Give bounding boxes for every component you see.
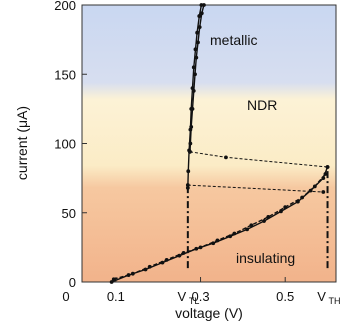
data-point bbox=[194, 55, 199, 60]
data-point bbox=[186, 169, 191, 174]
region-label-metallic: metallic bbox=[210, 32, 257, 48]
x-axis-title: voltage (V) bbox=[175, 305, 243, 321]
data-point bbox=[224, 155, 228, 160]
data-point bbox=[215, 238, 220, 243]
y-tick-label: 150 bbox=[54, 67, 76, 82]
data-point bbox=[195, 30, 200, 35]
x-axis-ticks: 0.1 0.3 0.5 bbox=[107, 277, 294, 304]
data-point bbox=[147, 264, 152, 269]
y-tick-label: 200 bbox=[54, 0, 76, 13]
data-point bbox=[181, 251, 186, 255]
data-point bbox=[197, 14, 202, 18]
data-point bbox=[164, 257, 169, 262]
data-point bbox=[190, 106, 195, 111]
data-point bbox=[196, 40, 200, 45]
threshold-marker-subscript: TL bbox=[189, 296, 200, 306]
series-layer bbox=[109, 3, 330, 284]
data-point bbox=[312, 184, 317, 189]
data-point bbox=[266, 215, 271, 219]
y-tick-label: 100 bbox=[54, 137, 76, 152]
x-tick-label: 0.3 bbox=[191, 289, 209, 304]
data-point bbox=[130, 271, 135, 276]
data-point bbox=[189, 124, 194, 129]
data-point bbox=[202, 3, 206, 7]
plot-background bbox=[82, 5, 336, 282]
data-point bbox=[193, 72, 197, 77]
y-tick-label: 50 bbox=[62, 206, 76, 221]
threshold-marker-label: V bbox=[317, 289, 326, 304]
threshold-marker-label: V bbox=[177, 289, 186, 304]
y-axis-title: current (μA) bbox=[14, 106, 30, 180]
series-line bbox=[187, 184, 324, 193]
data-point bbox=[300, 195, 305, 200]
data-point bbox=[283, 205, 288, 210]
data-point bbox=[323, 172, 328, 176]
x-tick-label: 0.1 bbox=[107, 289, 125, 304]
data-point bbox=[232, 231, 237, 236]
data-point bbox=[191, 88, 196, 93]
data-point bbox=[193, 47, 198, 52]
threshold-marker-subscript: TH bbox=[329, 296, 341, 306]
data-point bbox=[321, 190, 326, 194]
x-tick-zero-label: 0 bbox=[62, 289, 69, 304]
data-point bbox=[111, 277, 116, 282]
x-tick-label: 0.5 bbox=[276, 289, 294, 304]
data-point bbox=[191, 65, 196, 70]
data-point bbox=[188, 141, 193, 146]
data-point bbox=[188, 149, 192, 154]
region-label-ndr: NDR bbox=[247, 97, 277, 113]
region-label-insulating: insulating bbox=[236, 250, 295, 266]
y-tick-label: 0 bbox=[69, 275, 76, 290]
data-point bbox=[185, 183, 190, 187]
y-axis-ticks: 0 50 100 150 200 bbox=[54, 0, 87, 290]
data-point bbox=[197, 25, 202, 30]
data-point bbox=[198, 245, 203, 250]
data-point bbox=[262, 219, 266, 223]
data-point bbox=[249, 223, 254, 228]
data-point bbox=[109, 280, 114, 284]
data-point bbox=[199, 11, 204, 16]
threshold-marker-layer: V TL V TH bbox=[177, 167, 341, 306]
